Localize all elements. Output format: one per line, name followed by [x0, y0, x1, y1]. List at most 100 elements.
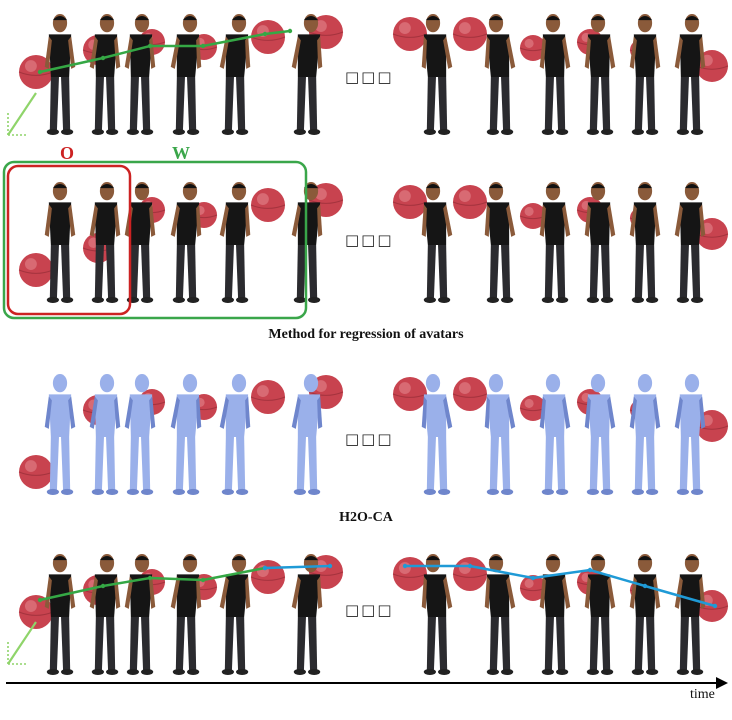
trajectory-point	[37, 597, 43, 603]
person-figure	[170, 182, 202, 303]
trajectory-point	[287, 28, 293, 34]
trajectory-point	[587, 567, 593, 573]
trajectory-h2o-ca-transition	[264, 564, 331, 570]
ellipsis-row1: □□□	[345, 68, 394, 86]
row-h2o-avatars	[18, 374, 729, 495]
ball	[250, 560, 286, 594]
ball	[452, 377, 488, 411]
person-figure	[674, 14, 706, 135]
coord-frame-row1-axis-a	[7, 92, 37, 136]
person-figure	[44, 14, 76, 135]
avatar-figure	[674, 374, 706, 495]
annotations	[2, 28, 728, 689]
person-figure	[89, 14, 121, 135]
avatar-figure	[421, 374, 453, 495]
person-figure	[629, 554, 661, 675]
ball	[392, 17, 428, 51]
avatar-figure	[170, 374, 202, 495]
trajectory-h2o-ca-right	[405, 564, 716, 608]
trajectory-point	[262, 31, 268, 37]
ball	[452, 17, 488, 51]
person-figure	[629, 182, 661, 303]
ball	[519, 395, 547, 421]
ball	[519, 575, 547, 601]
person-figure	[421, 554, 453, 675]
trajectory-point	[37, 69, 43, 75]
avatar-figure	[584, 374, 616, 495]
person-figure	[584, 182, 616, 303]
avatar-figure	[44, 374, 76, 495]
trajectory-point	[147, 575, 153, 581]
avatar-figure	[539, 374, 571, 495]
trajectory-point	[100, 55, 106, 61]
person-figure	[484, 554, 516, 675]
coord-frame-row4-axis-a	[7, 621, 37, 665]
ball	[392, 185, 428, 219]
trajectory-point	[530, 575, 536, 581]
avatar-figure	[89, 374, 121, 495]
person-figure	[291, 14, 323, 135]
trajectory-point	[327, 563, 333, 569]
box-o	[6, 164, 132, 316]
person-figure	[124, 182, 156, 303]
row-ground-truth	[18, 14, 729, 135]
person-figure	[44, 182, 76, 303]
ball	[452, 557, 488, 591]
person-figure	[170, 14, 202, 135]
trajectory-point	[100, 583, 106, 589]
row-h2o-ca	[18, 554, 729, 675]
person-figure	[584, 14, 616, 135]
caption-h2o-ca: H2O-CA	[339, 510, 393, 525]
ball	[392, 377, 428, 411]
person-figure	[421, 182, 453, 303]
person-figure	[219, 182, 251, 303]
ball	[519, 203, 547, 229]
trajectory-point	[402, 563, 408, 569]
ellipsis-row4: □□□	[345, 601, 394, 619]
trajectory-point	[262, 565, 268, 571]
person-figure	[219, 14, 251, 135]
person-figure	[89, 554, 121, 675]
person-figure	[291, 182, 323, 303]
avatar-figure	[629, 374, 661, 495]
ball	[250, 380, 286, 414]
avatar-figure	[291, 374, 323, 495]
trajectory-point	[147, 43, 153, 49]
time-axis-arrowhead	[716, 677, 728, 689]
ball	[250, 188, 286, 222]
person-figure	[584, 554, 616, 675]
row-regression-method	[18, 182, 729, 303]
trajectory-point	[642, 583, 648, 589]
person-figure	[291, 554, 323, 675]
trajectory-ground-truth	[39, 29, 291, 74]
person-figure	[539, 554, 571, 675]
caption-method: Method for regression of avatars	[268, 327, 464, 342]
person-figure	[539, 182, 571, 303]
ellipsis-row2: □□□	[345, 231, 394, 249]
ball	[392, 557, 428, 591]
ball	[18, 455, 54, 489]
avatar-figure	[484, 374, 516, 495]
person-figure	[124, 14, 156, 135]
person-figure	[484, 182, 516, 303]
ball	[18, 595, 54, 629]
ball	[18, 55, 54, 89]
label-o: O	[60, 143, 75, 163]
ellipsis-row3: □□□	[345, 430, 394, 448]
box-w	[2, 160, 308, 320]
person-figure	[124, 554, 156, 675]
trajectory-point	[200, 577, 206, 583]
person-figure	[484, 14, 516, 135]
trajectory-point	[467, 563, 473, 569]
person-figure	[89, 182, 121, 303]
person-figure	[170, 554, 202, 675]
time-axis-label: time	[690, 687, 715, 702]
ball	[452, 185, 488, 219]
avatar-figure	[124, 374, 156, 495]
avatar-figure	[219, 374, 251, 495]
person-figure	[629, 14, 661, 135]
person-figure	[674, 182, 706, 303]
ball	[18, 253, 54, 287]
